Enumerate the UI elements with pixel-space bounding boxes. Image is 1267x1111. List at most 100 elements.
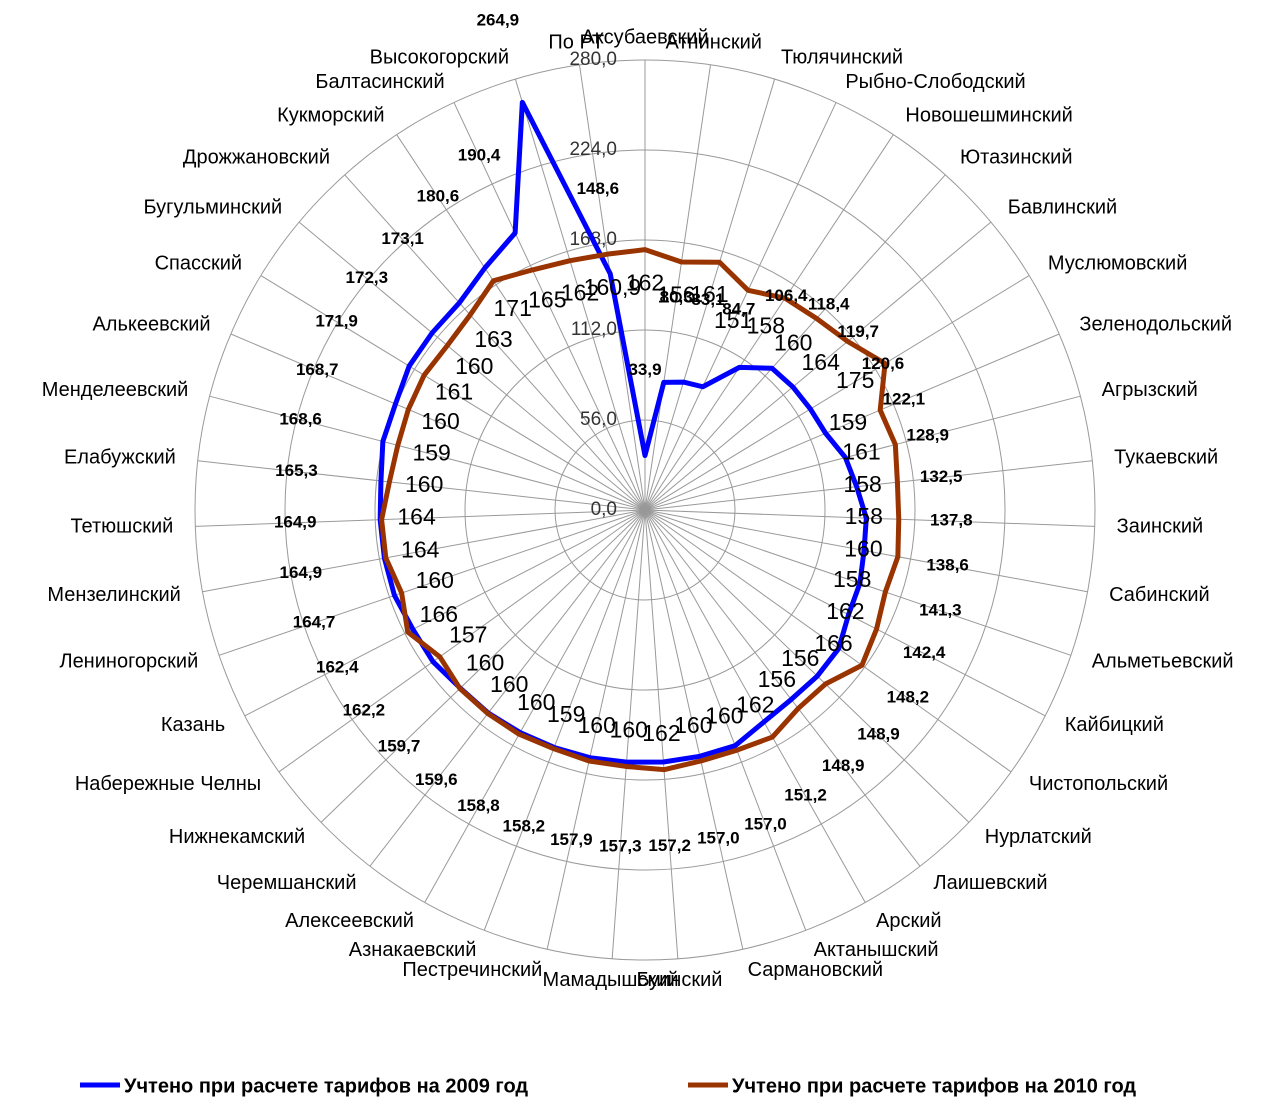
data-label: 160 <box>405 471 443 497</box>
spoke <box>644 395 1081 511</box>
category-label: Казань <box>161 714 225 736</box>
category-label: Тукаевский <box>1114 447 1218 469</box>
spoke <box>218 509 646 656</box>
data-label: 160 <box>416 567 454 593</box>
data-label: 162 <box>626 270 664 296</box>
category-label: Спасский <box>155 252 243 274</box>
data-label: 159 <box>547 701 585 727</box>
data-label: 141,3 <box>919 600 962 619</box>
category-label: Алексеевский <box>285 910 414 932</box>
data-label: 158 <box>843 471 881 497</box>
data-label: 162 <box>642 720 680 746</box>
data-label: 164,7 <box>293 612 336 631</box>
category-label: Пестречинский <box>402 959 542 981</box>
data-label: 190,4 <box>458 145 501 164</box>
data-label: 173,1 <box>381 229 424 248</box>
data-label: 166 <box>814 630 852 656</box>
data-label: 171 <box>493 295 531 321</box>
data-label: 161 <box>842 438 880 464</box>
spoke <box>644 509 866 903</box>
data-label: 160 <box>844 535 882 561</box>
spoke <box>644 221 992 511</box>
data-label: 157 <box>449 622 487 648</box>
spoke <box>230 333 646 511</box>
data-label: 160 <box>578 712 616 738</box>
category-label: Атнинский <box>666 31 762 53</box>
data-label: 162 <box>736 692 774 718</box>
data-label: 160 <box>421 408 459 434</box>
category-label: Агрызский <box>1102 379 1198 401</box>
data-label: 164 <box>401 537 440 563</box>
data-label: 171,9 <box>315 311 358 330</box>
category-label: Альметьевский <box>1092 651 1234 673</box>
data-label: 122,1 <box>883 389 926 408</box>
category-label: Алькеевский <box>92 314 210 336</box>
data-label: 160,9 <box>584 274 642 300</box>
data-label: 157,0 <box>744 815 787 834</box>
category-label: Муслюмовский <box>1048 252 1187 274</box>
category-label: Мензелинский <box>47 584 180 606</box>
category-label: Бугульминский <box>143 196 282 218</box>
data-label: 151,2 <box>784 786 827 805</box>
series-line <box>377 99 869 765</box>
spoke <box>546 509 646 950</box>
data-label: 164 <box>802 349 841 375</box>
spoke <box>644 102 837 511</box>
data-label: 158,2 <box>503 816 546 835</box>
series-line <box>379 247 902 773</box>
spoke <box>514 78 646 511</box>
spoke <box>644 509 1046 717</box>
data-label: 148,9 <box>822 756 865 775</box>
data-label: 83,1 <box>691 290 724 309</box>
data-label: 164 <box>397 503 436 529</box>
category-label: Новошешминский <box>905 105 1072 127</box>
category-label: Азнакаевский <box>349 939 477 961</box>
data-label: 159,6 <box>415 770 458 789</box>
data-label: 157,3 <box>599 836 642 855</box>
data-label: 160 <box>466 649 504 675</box>
data-label: 160 <box>705 703 743 729</box>
spoke <box>453 102 646 511</box>
data-label: 159 <box>829 409 867 435</box>
category-label: Тетюшский <box>70 516 173 538</box>
category-label: Рыбно-Слободский <box>845 71 1025 93</box>
data-label: 158 <box>845 503 883 529</box>
data-label: 33,9 <box>628 360 661 379</box>
data-label: 161 <box>690 281 728 307</box>
spoke <box>644 509 679 959</box>
data-label: 172,3 <box>346 268 389 287</box>
data-label: 148,6 <box>577 179 620 198</box>
category-label: Нижнекамский <box>169 826 305 848</box>
spoke <box>644 509 970 823</box>
spoke <box>424 509 646 903</box>
category-label: По РТ <box>548 31 604 53</box>
data-label: 156 <box>758 666 796 692</box>
tick-label: 0,0 <box>591 499 617 520</box>
spoke <box>278 509 646 773</box>
spoke <box>644 509 1012 773</box>
data-label: 132,5 <box>920 467 963 486</box>
category-label: Черемшанский <box>217 872 357 894</box>
data-label: 159 <box>412 439 450 465</box>
data-label: 157,2 <box>648 836 691 855</box>
category-label: Ютазинский <box>960 147 1073 169</box>
category-label: Лаишевский <box>933 872 1047 894</box>
category-label: Балтасинский <box>315 71 444 93</box>
spoke <box>209 395 646 511</box>
spoke <box>644 134 894 511</box>
data-label: 158 <box>747 312 785 338</box>
data-label: 162,2 <box>343 701 386 720</box>
data-label: 166 <box>420 601 458 627</box>
data-label: 120,6 <box>862 354 905 373</box>
data-label: 160 <box>490 671 528 697</box>
category-label: Зеленодольский <box>1079 314 1232 336</box>
spoke <box>644 275 1030 511</box>
spoke <box>644 509 807 931</box>
category-label: Кукморский <box>277 105 385 127</box>
category-label: Елабужский <box>64 447 176 469</box>
data-label: 168,6 <box>279 409 322 428</box>
tick-label: 280,0 <box>569 49 617 70</box>
data-label: 142,4 <box>903 643 946 662</box>
data-label: 106,4 <box>765 286 808 305</box>
